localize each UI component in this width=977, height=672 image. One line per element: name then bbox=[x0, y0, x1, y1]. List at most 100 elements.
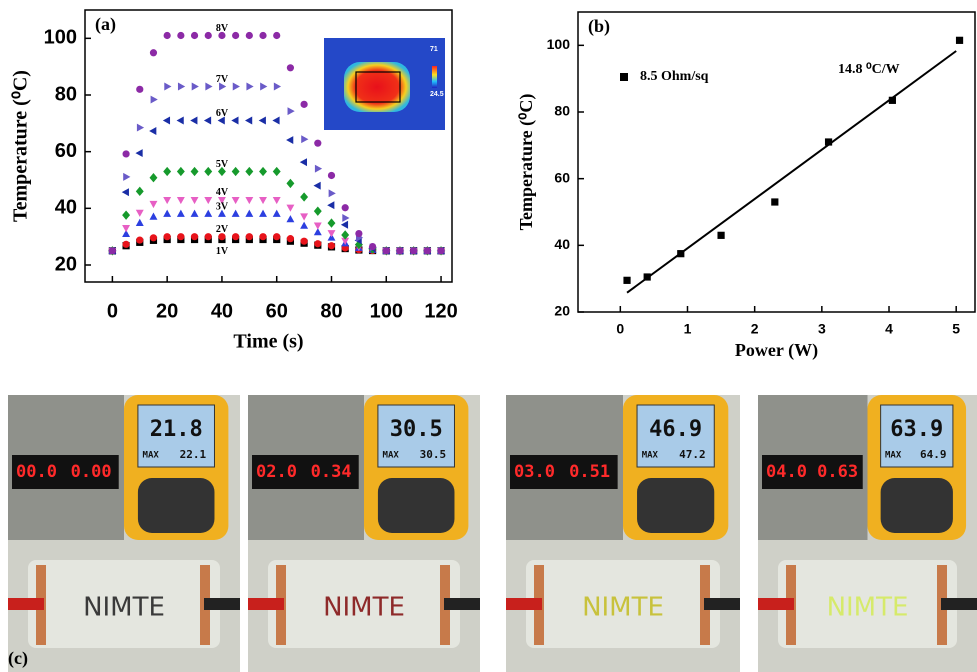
power-display bbox=[762, 455, 863, 489]
marker bbox=[190, 209, 199, 217]
y-tick-label: 60 bbox=[554, 169, 570, 185]
marker bbox=[232, 233, 240, 241]
marker bbox=[190, 233, 199, 241]
marker bbox=[150, 95, 158, 104]
current-reading: 0.51 bbox=[569, 462, 610, 482]
series-label: 2V bbox=[216, 224, 229, 235]
marker bbox=[328, 189, 336, 198]
marker bbox=[955, 36, 964, 44]
y-tick-label: 100 bbox=[547, 36, 571, 52]
inset-label: 71 bbox=[430, 46, 438, 53]
marker bbox=[423, 247, 431, 255]
clip bbox=[248, 598, 284, 610]
marker bbox=[341, 237, 350, 245]
marker bbox=[717, 231, 725, 239]
marker bbox=[163, 31, 171, 40]
marker bbox=[273, 31, 281, 40]
marker bbox=[136, 123, 145, 132]
marker bbox=[245, 196, 254, 205]
x-tick-label: 0 bbox=[616, 321, 624, 337]
marker bbox=[300, 221, 309, 229]
marker bbox=[300, 192, 309, 202]
x-tick-label: 2 bbox=[751, 321, 759, 337]
clip bbox=[506, 598, 542, 610]
film bbox=[268, 560, 460, 648]
thermo-pad bbox=[377, 478, 455, 533]
marker bbox=[149, 234, 158, 242]
x-tick-label: 100 bbox=[370, 300, 403, 322]
current-reading: 0.00 bbox=[71, 462, 112, 482]
temp-reading: 21.8 bbox=[150, 417, 203, 442]
marker bbox=[190, 116, 198, 125]
series-label: 6V bbox=[216, 108, 229, 119]
y-tick-label: 20 bbox=[554, 303, 570, 319]
marker bbox=[217, 116, 225, 125]
marker bbox=[205, 82, 213, 91]
marker bbox=[327, 242, 336, 250]
marker bbox=[246, 82, 254, 91]
film bbox=[526, 560, 720, 648]
plot-frame bbox=[84, 9, 453, 283]
marker bbox=[218, 233, 226, 241]
marker bbox=[368, 242, 377, 251]
marker bbox=[190, 166, 199, 177]
marker bbox=[217, 166, 226, 177]
inset-colorbar bbox=[432, 66, 437, 88]
marker bbox=[327, 201, 335, 210]
x-tick-label: 40 bbox=[211, 300, 233, 322]
x-tick-label: 5 bbox=[952, 321, 960, 337]
marker bbox=[162, 116, 171, 125]
marker bbox=[771, 198, 779, 206]
marker bbox=[204, 233, 212, 241]
thermo-screen bbox=[636, 404, 715, 468]
marker bbox=[204, 196, 213, 205]
marker bbox=[313, 228, 322, 236]
marker bbox=[123, 172, 131, 181]
y-tick-label: 80 bbox=[554, 103, 570, 119]
marker bbox=[313, 222, 322, 230]
marker bbox=[286, 235, 295, 243]
marker bbox=[410, 247, 418, 255]
marker bbox=[259, 31, 267, 40]
marker bbox=[135, 149, 143, 158]
y-tick-label: 80 bbox=[55, 83, 77, 105]
marker bbox=[121, 188, 129, 197]
marker bbox=[176, 196, 185, 205]
marker bbox=[286, 136, 294, 145]
marker bbox=[286, 178, 295, 189]
x-axis-title: Power (W) bbox=[735, 340, 818, 361]
marker bbox=[272, 116, 280, 125]
x-tick-label: 20 bbox=[156, 300, 178, 322]
marker bbox=[190, 196, 199, 205]
marker bbox=[824, 138, 833, 146]
marker bbox=[245, 233, 253, 241]
clip bbox=[941, 598, 977, 610]
inset: 71 24.5 bbox=[324, 38, 445, 130]
voltage-reading: 04.0 bbox=[766, 462, 807, 482]
marker bbox=[217, 196, 226, 205]
marker bbox=[342, 214, 350, 222]
marker bbox=[286, 64, 295, 72]
marker bbox=[217, 209, 226, 217]
photo: 02.0 0.34 30.5 MAX 30.5 NIMTE bbox=[248, 395, 480, 672]
legend-marker bbox=[620, 73, 628, 81]
marker bbox=[122, 150, 130, 158]
marker bbox=[176, 116, 184, 125]
panel-label: (b) bbox=[588, 16, 610, 37]
film bbox=[778, 560, 957, 648]
marker bbox=[258, 116, 266, 125]
marker bbox=[273, 82, 282, 91]
marker bbox=[219, 82, 227, 91]
marker bbox=[135, 186, 144, 197]
marker bbox=[231, 196, 240, 205]
y-axis-title: Temperature (⁰C) bbox=[516, 94, 537, 231]
marker bbox=[355, 229, 363, 238]
y-axis-title: Temperature (⁰C) bbox=[10, 70, 32, 222]
marker bbox=[163, 233, 171, 241]
marker bbox=[382, 247, 390, 255]
max-reading: 30.5 bbox=[420, 448, 447, 461]
fit-line bbox=[626, 50, 957, 294]
legend-label: 8.5 Ohm/sq bbox=[640, 69, 709, 84]
current-reading: 0.34 bbox=[311, 462, 352, 482]
